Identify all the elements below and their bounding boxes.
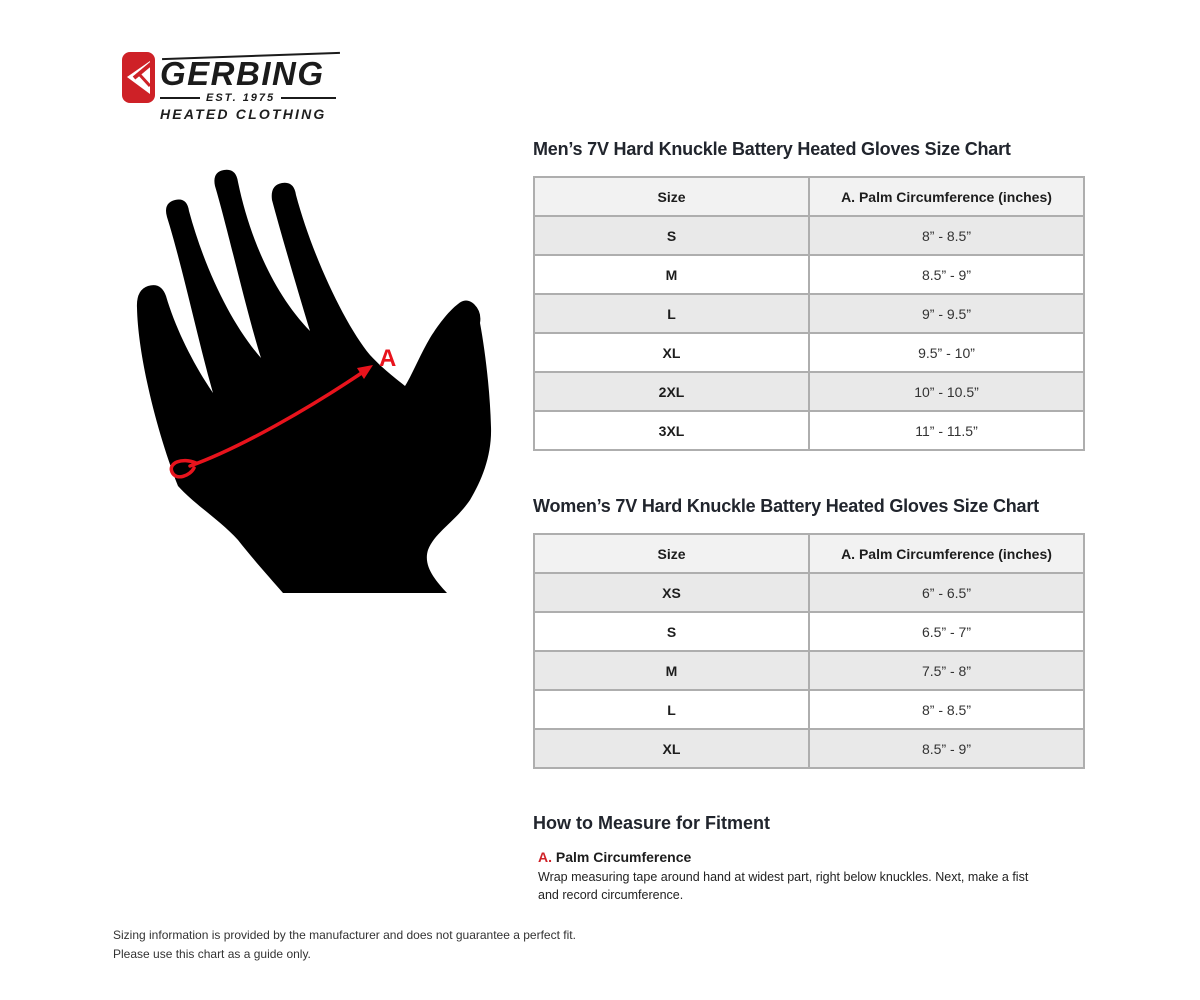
measure-label-a: A [379,345,396,372]
size-cell: S [533,215,810,256]
hand-silhouette [136,169,492,593]
size-cell: 3XL [533,410,810,451]
palm-cell: 7.5” - 8” [808,650,1085,691]
size-cell: S [533,611,810,652]
gerbing-logo-icon [122,52,155,103]
table-header-row: Size A. Palm Circumference (inches) [533,176,1085,217]
brand-name: GERBING [160,55,325,92]
size-cell: L [533,689,810,730]
table-row: 3XL 11” - 11.5” [533,410,1085,451]
brand-logo: GERBING EST. 1975 HEATED CLOTHING [112,45,352,122]
measure-arrow-head [357,365,373,379]
table-row: S 6.5” - 7” [533,611,1085,652]
table-row: S 8” - 8.5” [533,215,1085,256]
table-row: M 8.5” - 9” [533,254,1085,295]
palm-cell: 8.5” - 9” [808,728,1085,769]
palm-cell: 6.5” - 7” [808,611,1085,652]
palm-cell: 8” - 8.5” [808,215,1085,256]
brand-tagline: HEATED CLOTHING [160,106,327,122]
palm-cell: 8.5” - 9” [808,254,1085,295]
column-header-size: Size [533,533,810,574]
disclaimer-line-1: Sizing information is provided by the ma… [113,928,576,942]
size-cell: XL [533,332,810,373]
size-cell: L [533,293,810,334]
palm-cell: 6” - 6.5” [808,572,1085,613]
palm-cell: 8” - 8.5” [808,689,1085,730]
measure-item-palm-circumference: A. Palm Circumference Wrap measuring tap… [538,849,1043,904]
palm-cell: 11” - 11.5” [808,410,1085,451]
table-row: L 8” - 8.5” [533,689,1085,730]
table-header-row: Size A. Palm Circumference (inches) [533,533,1085,574]
palm-cell: 9” - 9.5” [808,293,1085,334]
table-row: XL 8.5” - 9” [533,728,1085,769]
how-to-measure-title: How to Measure for Fitment [533,813,771,833]
measure-item-instructions: Wrap measuring tape around hand at wides… [538,870,1029,903]
table-row: M 7.5” - 8” [533,650,1085,691]
measure-item-name: Palm Circumference [555,849,692,865]
table-row: 2XL 10” - 10.5” [533,371,1085,412]
size-cell: 2XL [533,371,810,412]
hand-measurement-figure: A [120,160,510,600]
size-cell: M [533,254,810,295]
brand-est: EST. 1975 [206,92,276,104]
gerbing-arrow-glyph [127,61,154,94]
palm-cell: 9.5” - 10” [808,332,1085,373]
brand-est-row: EST. 1975 [160,92,336,104]
table-row: XS 6” - 6.5” [533,572,1085,613]
womens-size-chart-table: Size A. Palm Circumference (inches) XS 6… [533,533,1085,769]
disclaimer-line-2: Please use this chart as a guide only. [113,946,311,961]
size-cell: XS [533,572,810,613]
measure-item-heading: A. Palm Circumference [538,849,1043,865]
womens-chart-title: Women’s 7V Hard Knuckle Battery Heated G… [533,496,1039,516]
table-row: XL 9.5” - 10” [533,332,1085,373]
column-header-palm: A. Palm Circumference (inches) [808,176,1085,217]
est-right-rule [281,97,336,99]
measure-item-letter: A. [538,849,552,865]
measure-arrow-curl [169,458,198,479]
column-header-size: Size [533,176,810,217]
measure-arrow-line [188,368,368,468]
mens-chart-title: Men’s 7V Hard Knuckle Battery Heated Glo… [533,139,1011,159]
hand-silhouette-image: A [136,169,492,593]
est-left-rule [160,97,200,99]
sizing-disclaimer: Sizing information is provided by the ma… [113,926,576,963]
mens-size-chart-table: Size A. Palm Circumference (inches) S 8”… [533,176,1085,451]
size-cell: XL [533,728,810,769]
column-header-palm: A. Palm Circumference (inches) [808,533,1085,574]
size-cell: M [533,650,810,691]
palm-cell: 10” - 10.5” [808,371,1085,412]
table-row: L 9” - 9.5” [533,293,1085,334]
